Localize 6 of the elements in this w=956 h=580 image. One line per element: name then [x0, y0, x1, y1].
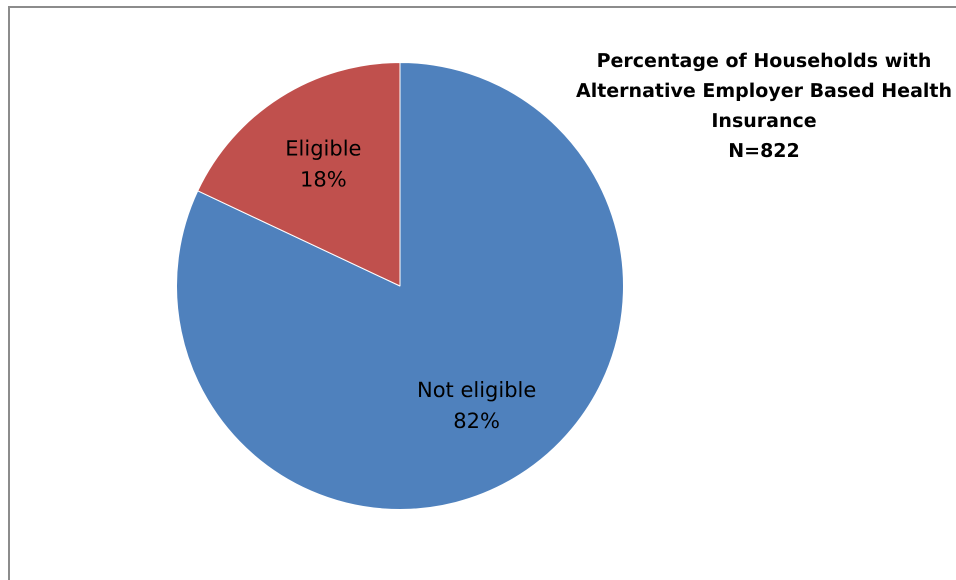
data-label: 18%	[300, 168, 347, 192]
slice-label: Eligible	[285, 136, 362, 161]
data-label: 82%	[453, 409, 500, 434]
text: Percentage of Households with Alternative Employer Based Health Insurance	[575, 49, 953, 134]
slice-label: Not eligible	[416, 378, 536, 402]
text: N=822	[727, 139, 801, 164]
